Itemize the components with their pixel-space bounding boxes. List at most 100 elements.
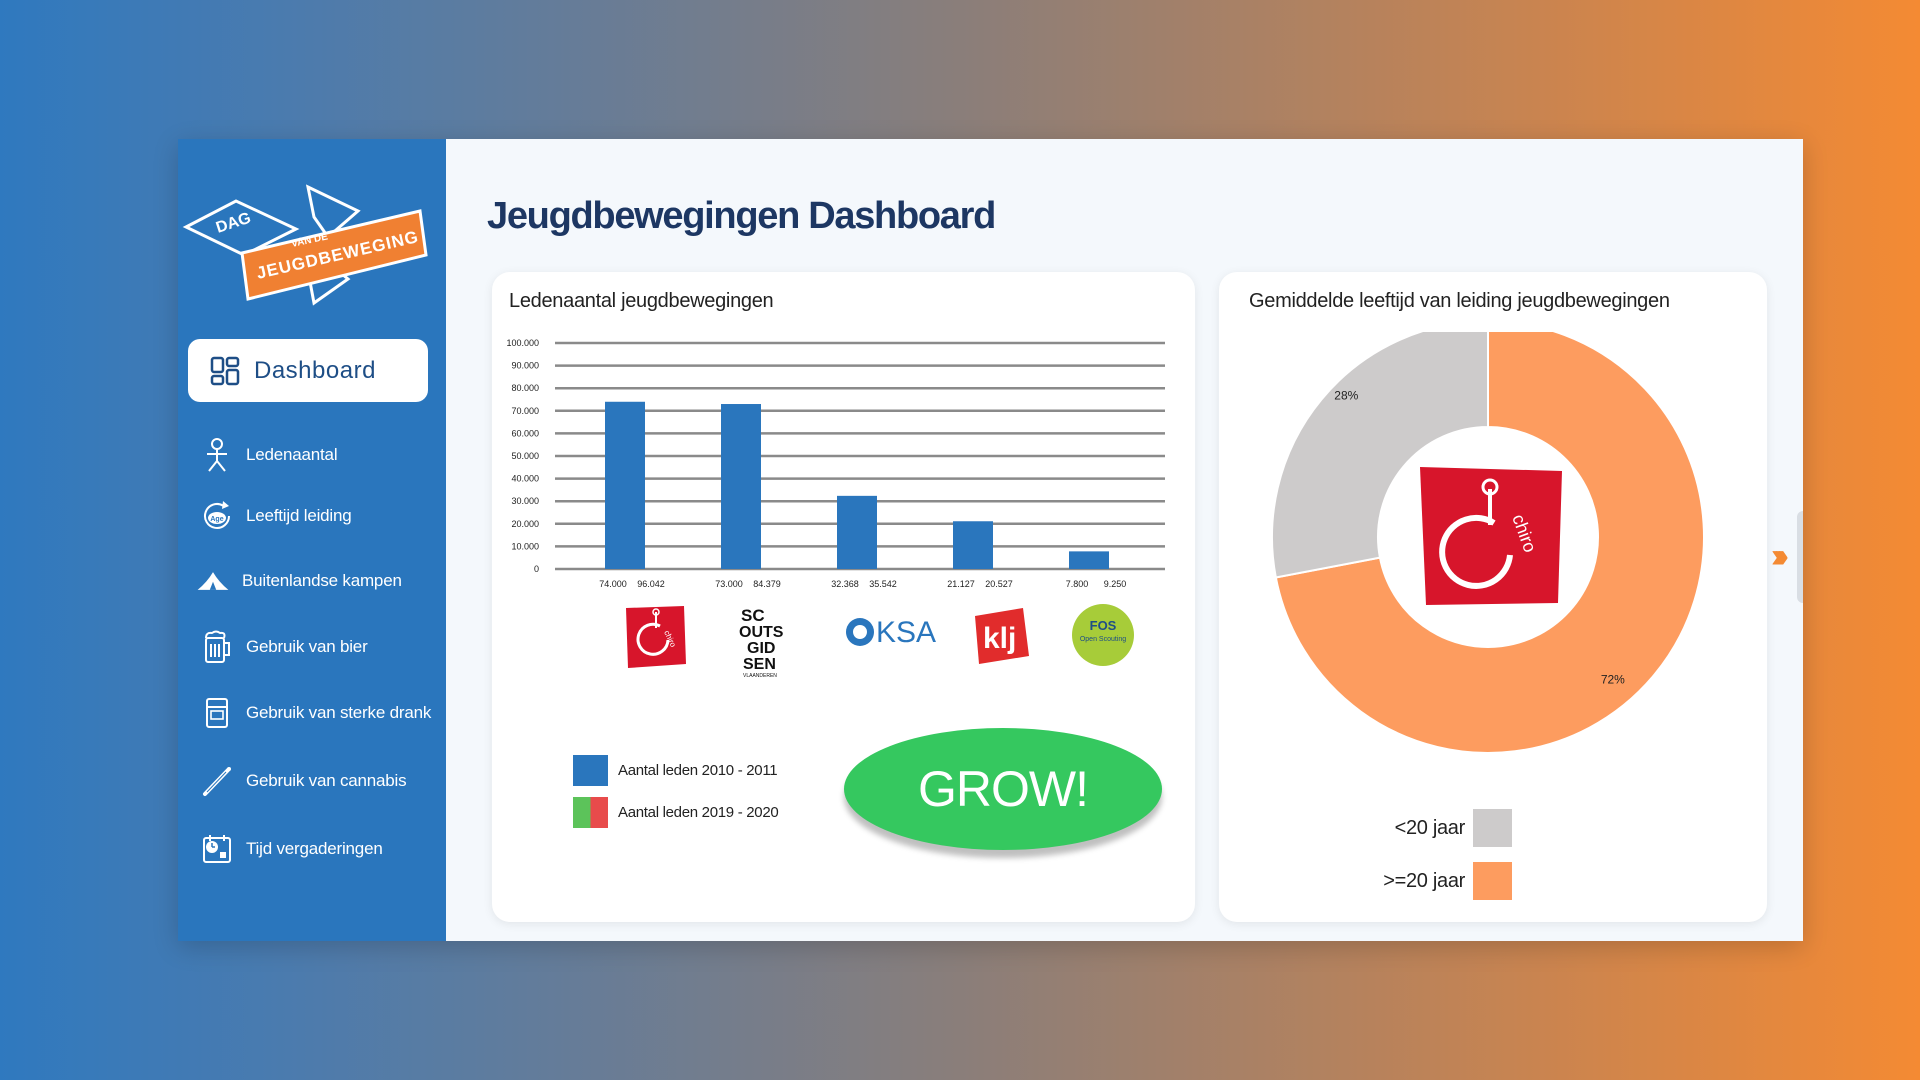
card-title: Gemiddelde leeftijd van leiding jeugdbew… bbox=[1249, 290, 1670, 312]
bar-3 bbox=[837, 495, 877, 569]
sidebar-item-label: Tijd vergaderingen bbox=[246, 839, 383, 858]
age-icon: Age bbox=[200, 497, 234, 535]
bar-value-label-2019: 9.250 bbox=[1104, 579, 1127, 589]
bar-value-label-2019: 20.527 bbox=[985, 579, 1013, 589]
card-title: Ledenaantal jeugdbewegingen bbox=[509, 290, 774, 312]
klj-logo[interactable]: klj bbox=[969, 604, 1033, 668]
bar-value-label: 21.127 bbox=[947, 579, 975, 589]
legend-label: <20 jaar bbox=[1394, 816, 1466, 839]
sidebar: DAG VAN DE JEUGDBEWEGING Dashboard Leden… bbox=[178, 139, 446, 941]
tent-icon bbox=[196, 562, 230, 600]
bar-value-label: 74.000 bbox=[599, 579, 627, 589]
svg-text:Age: Age bbox=[210, 516, 223, 523]
page-title: Jeugdbewegingen Dashboard bbox=[487, 195, 996, 237]
bar-5 bbox=[1069, 551, 1109, 569]
beer-icon bbox=[200, 628, 234, 666]
chiro-center-logo-bg bbox=[1420, 467, 1562, 605]
chiro-center-logo-dot bbox=[1481, 478, 1499, 496]
scouts-logo-line-3: GID bbox=[747, 640, 775, 657]
sidebar-item-buitenlandse-kampen[interactable]: Buitenlandse kampen bbox=[196, 559, 436, 603]
legend-swatch bbox=[1473, 809, 1512, 847]
bar-2 bbox=[721, 404, 761, 569]
legend-swatch bbox=[573, 797, 608, 828]
bar-value-label: 7.800 bbox=[1066, 579, 1089, 589]
y-tick-label: 30.000 bbox=[511, 496, 539, 506]
fos-logo-text: FOS bbox=[1090, 618, 1117, 633]
next-panel-handle[interactable] bbox=[1797, 511, 1803, 603]
y-tick-label: 80.000 bbox=[511, 383, 539, 393]
sidebar-item-dashboard[interactable]: Dashboard bbox=[188, 339, 428, 402]
donut-slice-label: 72% bbox=[1601, 673, 1625, 687]
scouts-logo-line-5: VLAANDEREN bbox=[743, 673, 777, 679]
sidebar-item-label: Buitenlandse kampen bbox=[242, 571, 402, 590]
fos-open-scouting-logo[interactable]: FOS Open Scouting bbox=[1070, 602, 1136, 668]
y-tick-label: 70.000 bbox=[511, 406, 539, 416]
legend-item-2019-2020: Aantal leden 2019 - 2020 bbox=[573, 797, 779, 828]
ledenaantal-bar-chart: 100.000 90.000 80.000 70.000 60.000 50.000 40.… bbox=[506, 338, 1165, 589]
sidebar-item-label: Ledenaantal bbox=[246, 445, 338, 464]
person-icon bbox=[200, 436, 234, 474]
bar-4 bbox=[953, 521, 993, 569]
triple-chevron-right-icon[interactable]: ››› bbox=[1771, 537, 1789, 575]
y-tick-label: 0 bbox=[534, 564, 539, 574]
donut-slice-72 bbox=[1274, 332, 1705, 754]
dashboard-window: DAG VAN DE JEUGDBEWEGING Dashboard Leden… bbox=[178, 139, 1803, 941]
pie-legend-item-under-20: <20 jaar bbox=[1379, 809, 1512, 847]
leeftijd-leiding-card: Gemiddelde leeftijd van leiding jeugdbew… bbox=[1219, 272, 1767, 922]
donut-slice-28 bbox=[1271, 332, 1489, 579]
sidebar-item-label: Gebruik van bier bbox=[246, 637, 368, 656]
legend-swatch bbox=[1473, 862, 1512, 900]
y-tick-label: 90.000 bbox=[511, 361, 539, 371]
bar-value-label-2019: 84.379 bbox=[753, 579, 781, 589]
dag-van-de-jeugdbeweging-logo[interactable]: DAG VAN DE JEUGDBEWEGING bbox=[182, 181, 432, 309]
dashboard-grid-icon bbox=[210, 356, 240, 385]
pie-legend-item-20-plus: >=20 jaar bbox=[1379, 862, 1512, 900]
sidebar-item-ledenaantal[interactable]: Ledenaantal bbox=[200, 433, 440, 477]
y-tick-label: 60.000 bbox=[511, 428, 539, 438]
grow-button[interactable]: GROW! bbox=[844, 728, 1162, 850]
legend-item-2010-2011: Aantal leden 2010 - 2011 bbox=[573, 755, 778, 786]
y-tick-label: 100.000 bbox=[506, 338, 539, 348]
sidebar-item-label: Gebruik van cannabis bbox=[246, 771, 407, 790]
chiro-center-logo-arc bbox=[1439, 514, 1513, 589]
legend-label: Aantal leden 2019 - 2020 bbox=[618, 804, 779, 821]
main-content: Jeugdbewegingen Dashboard Ledenaantal je… bbox=[446, 139, 1803, 941]
bar-1 bbox=[605, 401, 645, 569]
legend-label: Aantal leden 2010 - 2011 bbox=[618, 762, 778, 779]
klj-logo-text: klj bbox=[983, 622, 1016, 655]
ksa-logo-text: KSA bbox=[876, 616, 936, 649]
y-tick-label: 50.000 bbox=[511, 451, 539, 461]
bar-value-label: 32.368 bbox=[831, 579, 859, 589]
ledenaantal-card: Ledenaantal jeugdbewegingen 100.000 90.00… bbox=[492, 272, 1195, 922]
bar-value-label-2019: 96.042 bbox=[637, 579, 665, 589]
sidebar-item-gebruik-van-bier[interactable]: Gebruik van bier bbox=[200, 625, 440, 669]
fos-logo-subtext: Open Scouting bbox=[1080, 636, 1126, 643]
bottle-icon bbox=[200, 694, 234, 732]
sidebar-item-label: Dashboard bbox=[254, 356, 376, 384]
bar-value-label: 73.000 bbox=[715, 579, 743, 589]
ksa-logo[interactable]: KSA bbox=[844, 612, 936, 652]
sidebar-item-gebruik-van-cannabis[interactable]: Gebruik van cannabis bbox=[200, 759, 440, 803]
y-tick-label: 20.000 bbox=[511, 519, 539, 529]
donut-slice-label: 28% bbox=[1334, 388, 1358, 402]
sidebar-item-gebruik-van-sterke-drank[interactable]: Gebruik van sterke drank bbox=[200, 691, 440, 735]
chiro-logo[interactable]: chiro bbox=[620, 602, 690, 672]
bar-value-label-2019: 35.542 bbox=[869, 579, 897, 589]
clock-calendar-icon bbox=[200, 830, 234, 868]
chiro-center-logo[interactable]: chiro bbox=[1420, 467, 1562, 605]
grow-button-label: GROW! bbox=[918, 761, 1089, 817]
scouts-en-gidsen-logo[interactable]: SC OUTS GID SEN VLAANDEREN bbox=[737, 605, 793, 685]
leeftijd-donut-chart: 72% 28% chiro bbox=[1271, 332, 1705, 754]
scouts-logo-line-4: SEN bbox=[743, 656, 776, 673]
legend-label: >=20 jaar bbox=[1383, 869, 1465, 892]
legend-swatch bbox=[573, 755, 608, 786]
scouts-logo-line-2: OUTS bbox=[739, 624, 784, 641]
sidebar-item-label: Leeftijd leiding bbox=[246, 506, 352, 525]
sidebar-item-tijd-vergaderingen[interactable]: Tijd vergaderingen bbox=[200, 827, 440, 871]
joint-icon bbox=[200, 762, 234, 800]
y-tick-label: 40.000 bbox=[511, 474, 539, 484]
sidebar-item-label: Gebruik van sterke drank bbox=[246, 703, 432, 722]
y-tick-label: 10.000 bbox=[511, 541, 539, 551]
scouts-logo-line-1: SC bbox=[741, 606, 765, 625]
sidebar-item-leeftijd-leiding[interactable]: Age Leeftijd leiding bbox=[200, 494, 440, 538]
